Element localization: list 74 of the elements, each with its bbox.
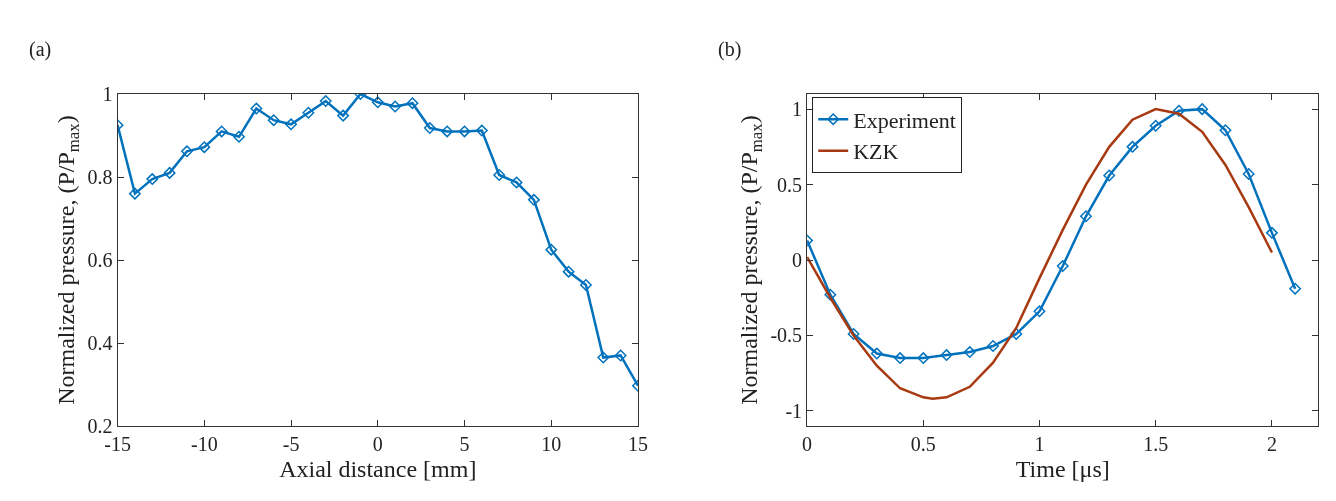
point [1033,305,1046,318]
x-tick-label: 2 [1266,433,1277,455]
y-tick-label: 0.5 [777,173,803,196]
point [371,96,384,109]
y-tick-label: -0.5 [770,324,803,347]
point [181,145,193,158]
point [406,97,419,110]
point [987,340,999,352]
chart-title: (a) [29,38,52,61]
legend-label: KZK [853,139,899,165]
point [389,100,402,113]
point [423,122,436,135]
y-tick-label: 0.6 [87,249,113,272]
y-tick-label: 0.8 [87,166,113,189]
point [963,346,976,359]
point [614,349,627,362]
point [319,95,332,108]
point [128,187,141,200]
point [527,193,540,206]
point [562,265,575,278]
x-tick-label: 0.5 [910,433,936,455]
point [441,125,454,138]
point [493,169,506,181]
y-tick-label: 0 [792,249,803,272]
x-tick-label: 1.5 [1143,433,1169,455]
point [1149,119,1162,132]
point [302,106,315,119]
point [475,124,488,137]
point [940,349,953,362]
point [545,243,558,256]
point [285,118,297,131]
point [250,102,263,115]
point [847,328,860,340]
point [1289,282,1302,295]
point [597,351,610,364]
point [1056,260,1069,273]
point [1242,168,1255,180]
point [579,278,592,291]
point [458,125,471,138]
x-tick-label: 5 [459,433,470,455]
x-axis-title: Axial distance [mm] [279,456,477,483]
point [1103,169,1116,182]
y-tick-label: 1 [792,98,803,121]
chart-title: (b) [718,38,742,61]
y-tick-label: -1 [785,399,803,422]
point [1265,226,1278,239]
point [1196,103,1209,116]
point [267,114,280,127]
x-tick-label: 10 [541,433,562,455]
point [870,347,883,360]
point [917,352,930,365]
x-tick-label: 1 [1034,433,1045,455]
point [233,130,245,143]
legend-label: Experiment [853,107,956,133]
y-tick-label: 0.4 [87,332,113,355]
x-tick-label: -5 [282,433,300,455]
x-tick-label: 0 [372,433,383,455]
point [337,109,350,122]
point [163,166,176,179]
point [824,288,837,301]
point [146,173,159,186]
x-tick-label: -10 [190,433,218,455]
point [894,352,907,365]
point [198,141,211,154]
x-tick-label: 15 [627,433,648,455]
point [1010,328,1023,340]
y-tick-label: 1 [102,83,113,106]
point [215,125,228,138]
point [1173,104,1185,117]
point [1080,210,1092,223]
point [1126,140,1139,153]
x-axis-title: Time [μs] [1015,456,1110,483]
point [1219,124,1232,137]
point [510,176,523,189]
